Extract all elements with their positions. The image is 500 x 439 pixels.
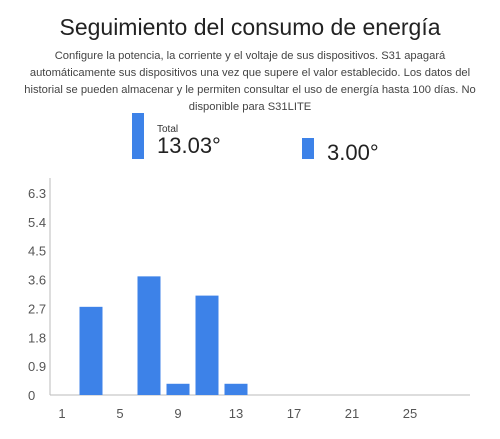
x-tick-label: 1 — [58, 406, 65, 421]
y-tick-label: 2.7 — [28, 301, 46, 316]
x-tick-label: 9 — [174, 406, 181, 421]
bar — [137, 276, 161, 395]
bar — [195, 295, 219, 395]
x-tick-label: 25 — [403, 406, 417, 421]
bar — [166, 383, 190, 395]
y-tick-label: 0 — [28, 388, 35, 403]
legend-total-swatch — [132, 113, 144, 159]
y-tick-label: 0.9 — [28, 359, 46, 374]
legend-current-value: 3.00° — [327, 140, 379, 165]
y-tick-label: 1.8 — [28, 330, 46, 345]
legend-total-value: 13.03° — [157, 133, 221, 158]
y-tick-label: 6.3 — [28, 186, 46, 201]
bar — [224, 383, 248, 395]
y-tick-label: 4.5 — [28, 244, 46, 259]
x-tick-label: 5 — [116, 406, 123, 421]
x-tick-label: 17 — [287, 406, 301, 421]
x-tick-label: 21 — [345, 406, 359, 421]
legend-total-label: Total — [157, 124, 179, 135]
y-tick-label: 3.6 — [28, 273, 46, 288]
y-tick-label: 5.4 — [28, 215, 46, 230]
page-description: Configure la potencia, la corriente y el… — [24, 50, 476, 113]
page-title: Seguimiento del consumo de energía — [59, 14, 441, 40]
x-tick-label: 13 — [229, 406, 243, 421]
legend-current-swatch — [302, 138, 314, 159]
bar — [79, 306, 103, 395]
